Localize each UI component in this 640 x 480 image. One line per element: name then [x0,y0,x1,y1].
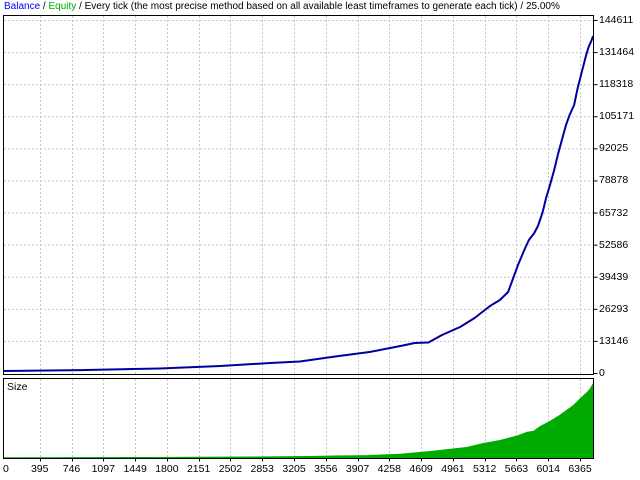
x-axis-label: 4609 [409,463,433,475]
equity-legend: Equity [48,1,77,12]
size-plot-frame [3,378,594,459]
modelling-quality: 25.00% [525,1,560,12]
x-axis-label: 1449 [123,463,147,475]
size-panel-title: Size [7,381,28,393]
y-axis-label: 0 [599,367,605,379]
x-axis-label: 6014 [536,463,560,475]
x-axis-label: 0 [3,463,9,475]
y-axis-label: 92025 [599,142,629,155]
x-axis-label: 3907 [345,463,370,475]
x-axis-label: 395 [30,463,49,475]
y-axis-label: 39439 [599,270,629,283]
x-axis-label: 2502 [218,463,243,475]
balance-legend: Balance [4,1,41,12]
x-axis-label: 2151 [186,463,211,475]
separator: / [517,1,526,12]
separator: / [40,1,49,12]
y-axis-label: 78878 [599,174,629,187]
main-plot-frame [3,15,594,375]
y-axis-label: 144611 [599,14,634,26]
x-axis-label: 4258 [377,463,401,475]
size-histogram [4,383,594,458]
x-axis-label: 1097 [91,463,115,475]
x-axis-label: 6365 [568,463,592,475]
balance-line [3,35,595,372]
x-axis-label: 2853 [250,463,274,475]
y-axis-label: 13146 [599,334,629,347]
x-axis-label: 5312 [473,463,497,475]
x-axis-label: 3205 [282,463,306,475]
graph-header: Balance / Equity / Every tick (the most … [4,1,560,14]
x-axis-label: 1800 [155,463,179,475]
y-axis-label: 26293 [599,302,629,315]
y-axis-label: 105171 [599,110,635,123]
x-axis-label: 5663 [504,463,529,475]
x-axis-label: 3556 [314,463,338,475]
equity-line [3,35,594,372]
x-axis-label: 4961 [441,463,465,475]
model-text: Every tick (the most precise method base… [84,1,518,12]
y-axis-label: 131464 [599,46,635,59]
y-axis-label: 65732 [599,206,629,219]
x-axis-label: 746 [62,463,81,475]
y-axis-label: 118318 [599,78,634,91]
y-axis-label: 52586 [599,238,629,251]
separator: / [76,1,85,12]
